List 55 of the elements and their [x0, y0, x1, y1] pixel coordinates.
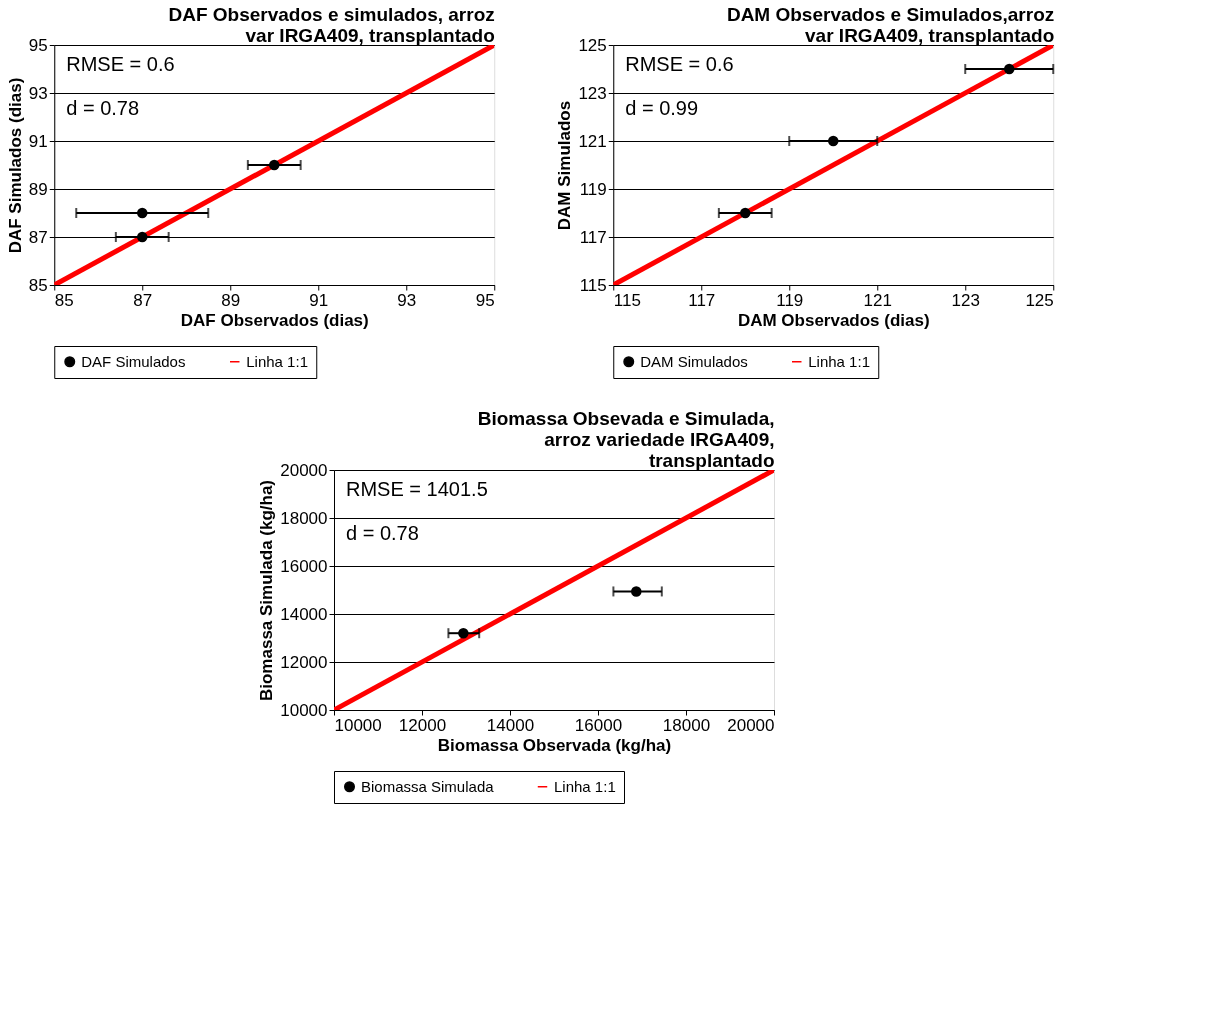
y-tick-label: 12000: [280, 652, 328, 672]
y-tick-label: 18000: [280, 508, 328, 528]
legend-label: Linha 1:1: [808, 352, 870, 370]
y-tick-label: 115: [579, 275, 607, 295]
x-tick-label: 95: [475, 290, 495, 310]
chart-title: DAM Observados e Simulados,arroz var IRGA409, transplantado: [726, 4, 1055, 46]
legend-label: DAM Simulados: [640, 352, 748, 370]
x-tick-label: 119: [776, 290, 804, 310]
annotation: d = 0.99: [625, 97, 699, 119]
x-tick-label: 93: [397, 290, 417, 310]
y-tick-label: 121: [578, 131, 607, 151]
y-tick-label: 20000: [280, 460, 328, 480]
x-axis-title: DAM Observados (dias): [737, 310, 930, 330]
x-tick-label: 89: [221, 290, 241, 310]
y-tick-label: 91: [28, 131, 48, 151]
x-tick-label: 121: [863, 290, 892, 310]
x-axis-title: DAF Observados (dias): [180, 310, 369, 330]
x-axis-title: Biomassa Observada (kg/ha): [437, 735, 672, 755]
y-tick-label: 117: [579, 227, 607, 247]
x-tick-label: 10000: [334, 715, 382, 735]
x-tick-label: 115: [613, 290, 641, 310]
x-tick-label: 125: [1025, 290, 1054, 310]
chart-title: Biomassa Obsevada e Simulada, arroz variedade IRGA409, transplantado: [477, 408, 775, 471]
chart-title: DAF Observados e simulados, arroz var IRGA409, transplantado: [168, 4, 495, 46]
annotation: RMSE = 0.6: [625, 53, 734, 75]
y-tick-label: 125: [578, 35, 607, 55]
legend-label: Biomassa Simulada: [361, 777, 495, 795]
legend-label: Linha 1:1: [554, 777, 616, 795]
x-tick-label: 85: [54, 290, 74, 310]
y-tick-label: 16000: [280, 556, 328, 576]
y-axis-title: DAF Simulados (dias): [5, 77, 25, 254]
legend-label: DAF Simulados: [81, 352, 186, 370]
y-axis-title: DAM Simulados: [555, 100, 575, 231]
y-tick-label: 14000: [280, 604, 328, 624]
x-tick-label: 18000: [662, 715, 711, 735]
x-tick-label: 117: [688, 290, 716, 310]
y-tick-label: 10000: [280, 700, 328, 720]
annotation: RMSE = 0.6: [66, 53, 175, 75]
legend-label: Linha 1:1: [246, 352, 308, 370]
y-tick-label: 89: [28, 179, 48, 199]
x-tick-label: 12000: [398, 715, 447, 735]
annotation: d = 0.78: [346, 522, 419, 544]
x-tick-label: 87: [133, 290, 153, 310]
y-tick-label: 85: [28, 275, 48, 295]
y-tick-label: 93: [28, 83, 48, 103]
y-tick-label: 123: [578, 83, 607, 103]
y-axis-title: Biomassa Simulada (kg/ha): [257, 479, 277, 702]
annotation: d = 0.78: [66, 97, 140, 119]
x-tick-label: 123: [951, 290, 980, 310]
y-tick-label: 119: [579, 179, 607, 199]
y-tick-label: 95: [28, 35, 48, 55]
y-tick-label: 87: [28, 227, 48, 247]
x-tick-label: 20000: [727, 715, 775, 735]
annotation: RMSE = 1401.5: [346, 478, 488, 500]
x-tick-label: 14000: [486, 715, 535, 735]
